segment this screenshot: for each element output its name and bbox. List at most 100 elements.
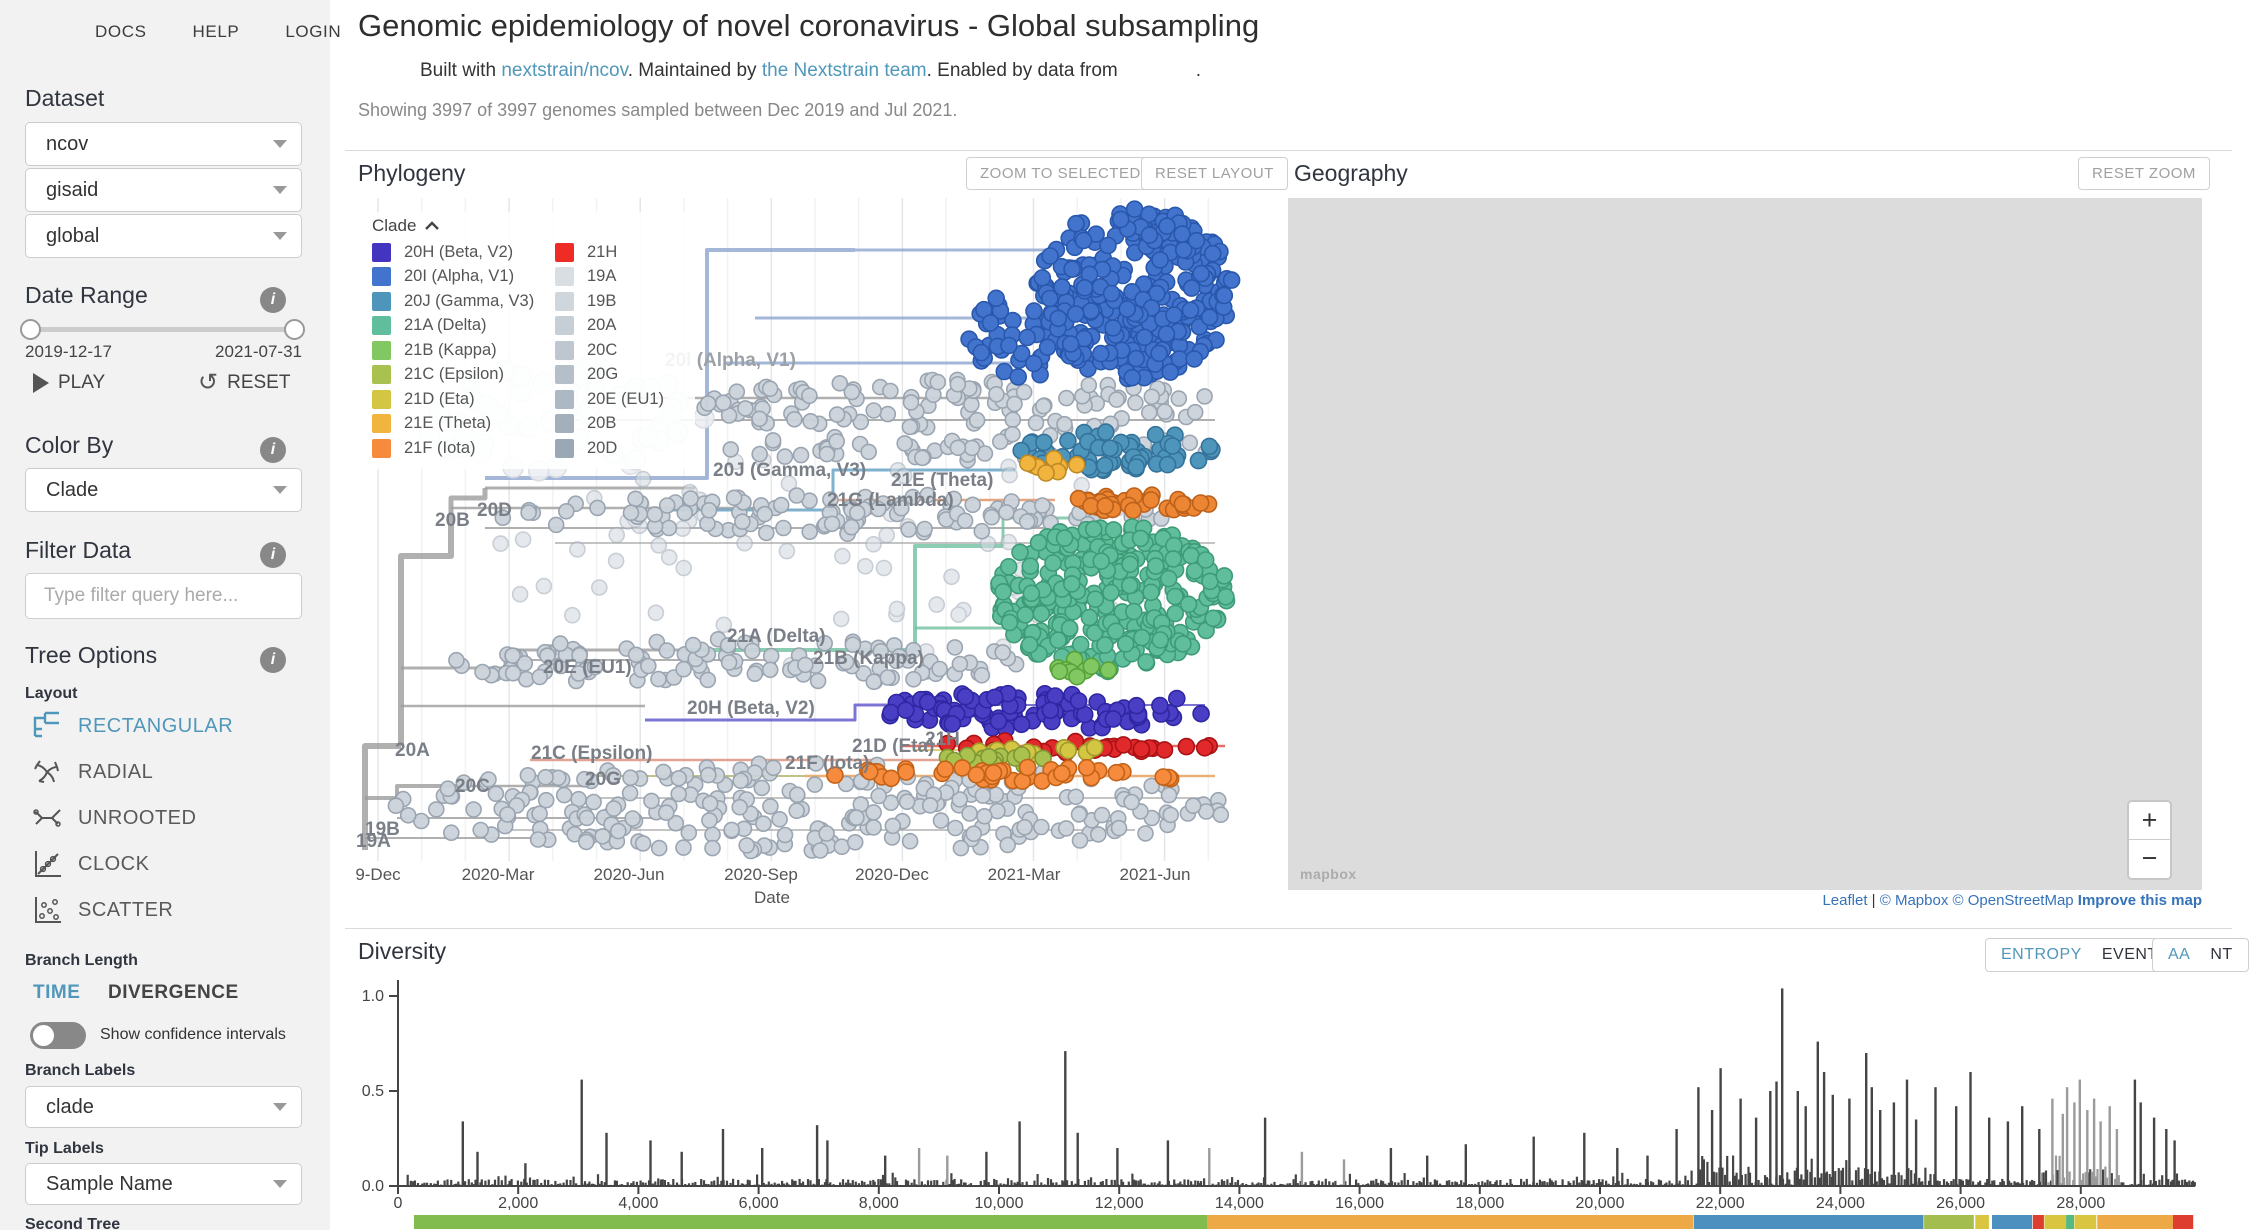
attribution-separator: | [1867,892,1880,909]
nav-login[interactable]: LOGIN [285,22,342,41]
unrooted-layout-icon [33,809,61,827]
legend-item[interactable]: 21C (Epsilon) [372,363,555,388]
legend-item[interactable]: 20C [555,338,685,363]
svg-text:20A: 20A [395,740,430,761]
reset-zoom-button[interactable]: RESET ZOOM [2078,157,2210,190]
byline-prefix: Built with [420,60,502,81]
legend-swatch [372,242,391,262]
diversity-entropy-chart[interactable]: 0.0 0.5 1.0 0 2,000 4,000 6,000 8,000 10,000 12,0… [345,968,2245,1230]
legend-swatch [555,340,574,360]
improve-map-link[interactable]: Improve this map [2077,892,2202,909]
reset-layout-button[interactable]: RESET LAYOUT [1141,157,1288,190]
branch-length-divergence[interactable]: DIVERGENCE [108,982,239,1003]
leaflet-link[interactable]: Leaflet [1822,892,1868,909]
legend-header[interactable]: Clade [372,216,685,236]
clade-legend[interactable]: Clade 20H (Beta, V2) 20I (Alpha, V1) 20J… [366,212,695,469]
nav-help[interactable]: HELP [192,22,240,41]
legend-item[interactable]: 21B (Kappa) [372,338,555,363]
dataset-select-gisaid[interactable]: gisaid [25,168,302,212]
second-tree-label: Second Tree [25,1216,121,1230]
geography-map[interactable]: mapbox + − [1288,198,2202,890]
date-slider-handle-min[interactable] [20,319,41,340]
entropy-bars[interactable] [405,988,2196,1186]
legend-item[interactable]: 21F (Iota) [372,436,555,461]
layout-option-label: SCATTER [78,898,174,921]
legend-item-label: 21C (Epsilon) [404,365,504,384]
legend-item[interactable]: 21E (Theta) [372,412,555,437]
reset-button[interactable]: ↺ RESET [198,371,290,395]
nav-docs[interactable]: DOCS [95,22,147,41]
color-by-select[interactable]: Clade [25,468,302,512]
branch-length-time[interactable]: TIME [33,982,81,1003]
byline-mid1: . Maintained by [627,60,762,81]
legend-swatch [555,291,574,311]
legend-item[interactable]: 20J (Gamma, V3) [372,289,555,314]
legend-item[interactable]: 20B [555,412,685,437]
legend-item[interactable]: 20A [555,314,685,339]
confidence-toggle[interactable] [30,1022,86,1049]
info-icon[interactable]: i [260,437,286,463]
nextstrain-ncov-link[interactable]: nextstrain/ncov [501,60,628,81]
layout-option-scatter[interactable]: SCATTER [30,890,173,930]
layout-option-unrooted[interactable]: UNROOTED [30,798,196,838]
mapbox-watermark: mapbox [1300,866,1357,882]
dataset-select-global[interactable]: global [25,214,302,258]
tip-labels-label: Tip Labels [25,1140,104,1157]
legend-item-label: 21H [587,242,618,261]
clade-cluster-gray-band-20E [448,630,1025,691]
events-toggle[interactable]: EVENTS [2101,946,2169,963]
genome-count-status: Showing 3997 of 3997 genomes sampled bet… [358,100,958,120]
info-icon[interactable]: i [260,542,286,568]
genome-annotation-bar[interactable]: ORF1aORF1bSORF3aEMORF6ORF7aORF7bORF8NORF… [414,1215,2194,1229]
date-range-slider[interactable] [30,327,295,332]
map-zoom-out-button[interactable]: − [2129,840,2170,878]
aa-nt-toggle: AA NT [2152,938,2249,972]
legend-item[interactable]: 20G [555,363,685,388]
info-icon[interactable]: i [260,647,286,673]
legend-item[interactable]: 19A [555,265,685,290]
dataset-heading: Dataset [25,85,105,111]
dataset-select-ncov[interactable]: ncov [25,122,302,166]
legend-title: Clade [372,216,417,235]
date-slider-handle-max[interactable] [284,319,305,340]
svg-text:20,000: 20,000 [1576,1195,1625,1212]
svg-text:4,000: 4,000 [618,1195,658,1212]
legend-item-label: 20C [587,340,618,359]
branch-labels-select[interactable]: clade [25,1086,302,1128]
legend-item[interactable]: 20D [555,436,685,461]
legend-item[interactable]: 19B [555,289,685,314]
legend-item[interactable]: 20I (Alpha, V1) [372,265,555,290]
info-icon[interactable]: i [260,287,286,313]
entropy-toggle[interactable]: ENTROPY [2001,946,2082,963]
svg-text:10,000: 10,000 [975,1195,1024,1212]
byline: Built with nextstrain/ncov. Maintained b… [420,60,1201,82]
legend-item[interactable]: 21A (Delta) [372,314,555,339]
legend-item-label: 21F (Iota) [404,438,476,457]
layout-option-rectangular[interactable]: RECTANGULAR [30,706,233,746]
tip-labels-select[interactable]: Sample Name [25,1163,302,1205]
legend-item[interactable]: 21H [555,240,685,265]
openstreetmap-link[interactable]: © OpenStreetMap [1952,892,2078,909]
svg-text:0: 0 [394,1195,403,1212]
nt-toggle[interactable]: NT [2210,946,2233,963]
clade-labels: 20I (Alpha, V1) 20J (Gamma, V3) 21E (Theta… [356,350,993,852]
zoom-to-selected-button[interactable]: ZOOM TO SELECTED [966,157,1155,190]
legend-item[interactable]: 21D (Eta) [372,387,555,412]
play-button[interactable]: PLAY [33,372,105,394]
legend-item[interactable]: 20H (Beta, V2) [372,240,555,265]
map-zoom-in-button[interactable]: + [2129,802,2170,840]
layout-option-clock[interactable]: CLOCK [30,844,149,884]
rectangular-layout-icon [33,711,59,738]
layout-option-radial[interactable]: RADIAL [30,752,153,792]
filter-input[interactable] [25,573,302,619]
aa-toggle[interactable]: AA [2168,946,2191,963]
chevron-up-icon [425,221,440,230]
legend-item-label: 21E (Theta) [404,414,492,433]
tree-options-heading: Tree Options [25,642,158,668]
legend-item-label: 20G [587,365,619,384]
svg-text:2021-Jun: 2021-Jun [1120,865,1191,884]
legend-item[interactable]: 20E (EU1) [555,387,685,412]
mapbox-link[interactable]: © Mapbox [1879,892,1953,909]
nextstrain-team-link[interactable]: the Nextstrain team [761,60,927,81]
